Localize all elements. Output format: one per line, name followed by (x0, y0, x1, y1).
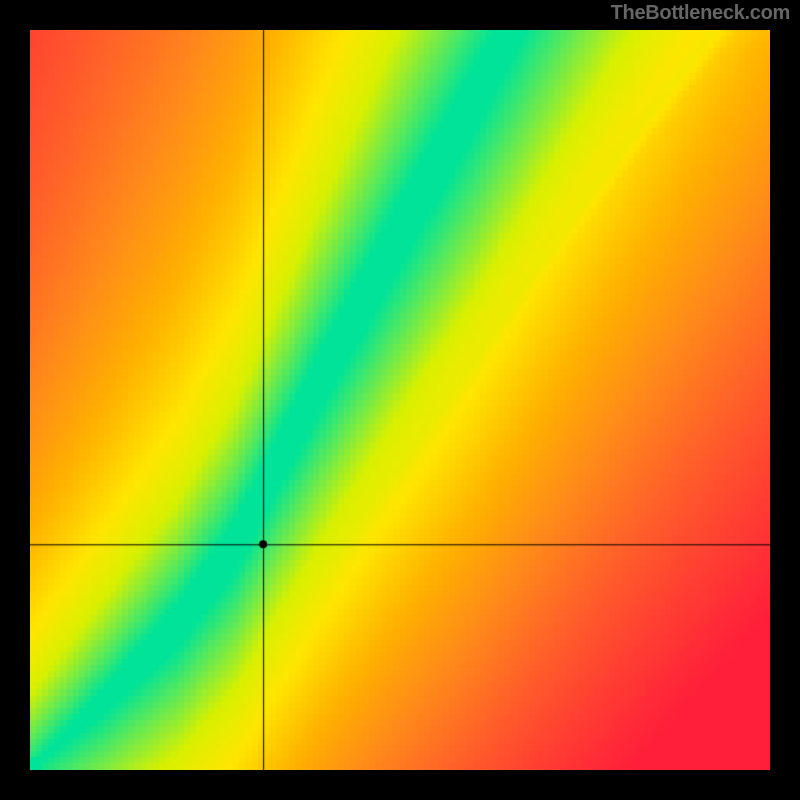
chart-container: TheBottleneck.com (0, 0, 800, 800)
bottleneck-heatmap-canvas (30, 30, 770, 770)
watermark-text: TheBottleneck.com (611, 2, 790, 25)
